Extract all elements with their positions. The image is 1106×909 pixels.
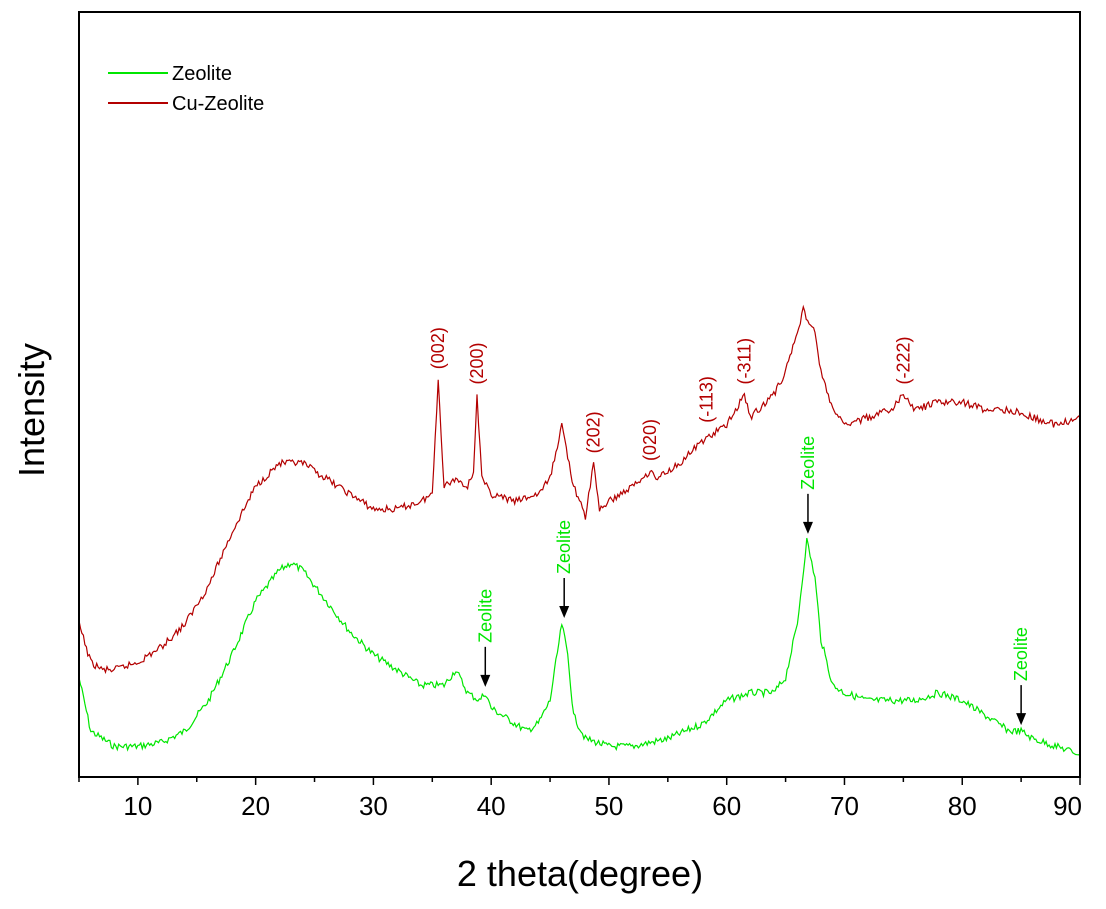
x-tick-label: 80 (948, 791, 977, 821)
x-tick-label: 10 (123, 791, 152, 821)
zeolite-label: Zeolite (1011, 627, 1031, 681)
x-axis: 10 20 30 40 50 60 70 80 90 (78, 777, 1082, 821)
legend: Zeolite Cu-Zeolite (108, 63, 264, 115)
zeolite-label: Zeolite (798, 436, 818, 490)
peak-label: (-113) (697, 376, 717, 423)
legend-label-zeolite: Zeolite (172, 63, 232, 85)
peak-label: (002) (428, 327, 448, 369)
x-tick-label: 90 (1053, 791, 1082, 821)
legend-label-cu-zeolite: Cu-Zeolite (172, 93, 264, 115)
series-layer (78, 304, 1081, 756)
series-line-zeolite (78, 537, 1081, 756)
x-tick-label: 60 (712, 791, 741, 821)
x-axis-title: 2 theta(degree) (457, 853, 703, 894)
peak-label: (020) (640, 419, 660, 461)
peak-label: (-311) (734, 338, 754, 385)
x-tick-label: 20 (241, 791, 270, 821)
zeolite-label: Zeolite (475, 589, 495, 643)
y-axis-title: Intensity (11, 343, 52, 477)
plot-frame (78, 11, 1081, 778)
series-line-cu-zeolite (78, 304, 1081, 675)
peak-label: (-222) (893, 336, 913, 384)
peak-label: (200) (467, 342, 487, 384)
zeolite-label: Zeolite (554, 520, 574, 574)
x-tick-label: 50 (594, 791, 623, 821)
x-tick-label: 70 (830, 791, 859, 821)
x-tick-label: 30 (359, 791, 388, 821)
zeolite-arrow-head (802, 521, 813, 534)
zeolite-arrow-head (480, 674, 491, 687)
zeolite-arrow-head (1016, 713, 1027, 726)
annotation-layer: (002) (200) (202) (020) (-113) (-311) (-222) Ze… (428, 327, 1031, 726)
zeolite-arrow-head (559, 606, 570, 618)
x-tick-label: 40 (477, 791, 506, 821)
peak-label: (202) (584, 411, 604, 453)
